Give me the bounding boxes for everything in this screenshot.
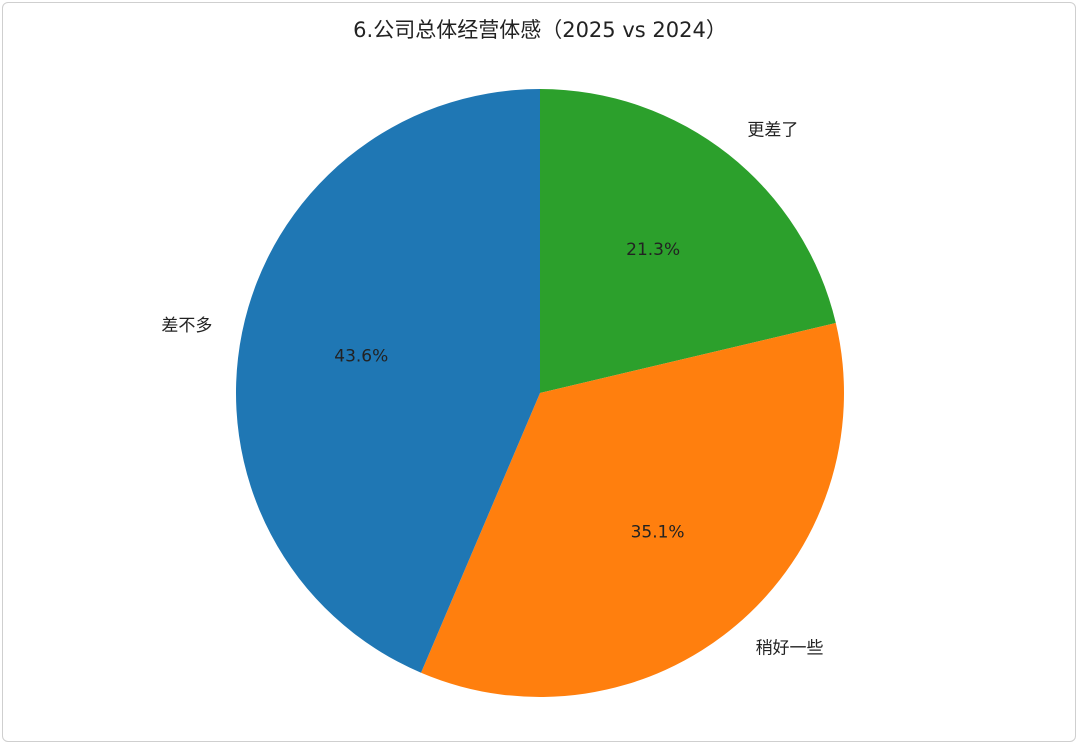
slice-label: 稍好一些 (756, 639, 824, 659)
value-label: 43.6% (334, 347, 388, 367)
pie-slice (540, 89, 836, 393)
chart-title: 6.公司总体经营体感（2025 vs 2024） (353, 18, 727, 42)
slice-label: 更差了 (747, 121, 798, 141)
value-label: 35.1% (631, 522, 685, 542)
pie-slice (235, 89, 540, 673)
slice-label: 差不多 (161, 316, 212, 336)
pie-slice (421, 322, 844, 697)
value-label: 21.3% (626, 240, 680, 260)
